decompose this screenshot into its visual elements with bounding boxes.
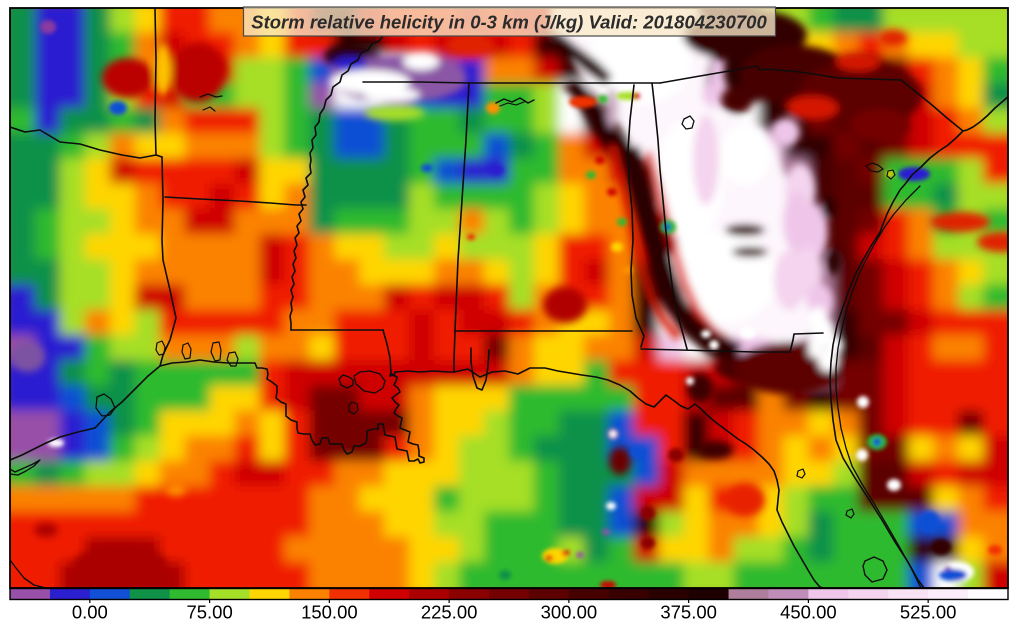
- svg-text:Storm relative helicity in 0-3: Storm relative helicity in 0-3 km (J/kg)…: [251, 12, 767, 33]
- svg-text:300.00: 300.00: [541, 602, 598, 623]
- svg-text:75.00: 75.00: [186, 602, 232, 623]
- svg-text:525.00: 525.00: [900, 602, 957, 623]
- svg-text:0.00: 0.00: [72, 602, 108, 623]
- svg-text:450.00: 450.00: [780, 602, 837, 623]
- svg-text:375.00: 375.00: [660, 602, 717, 623]
- svg-text:150.00: 150.00: [301, 602, 358, 623]
- svg-text:225.00: 225.00: [421, 602, 478, 623]
